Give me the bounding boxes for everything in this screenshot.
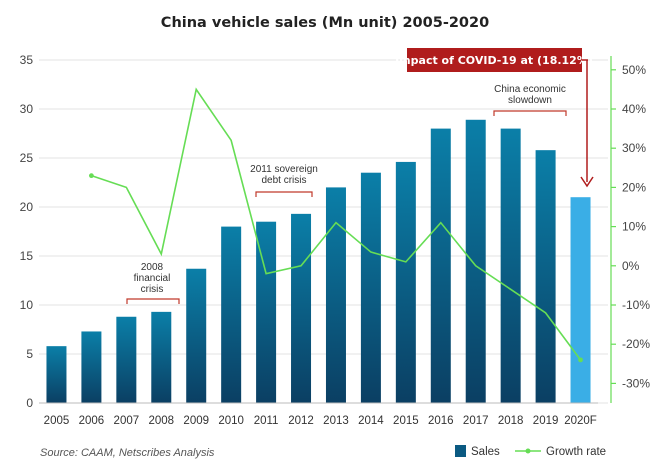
covid-box — [407, 48, 582, 72]
right-axis: 50% 40% 30% 20% 10% 0% -10% -20% -30% — [610, 56, 650, 403]
annotation-2011-bracket — [255, 191, 313, 197]
x-tick-label: 2009 — [183, 415, 209, 427]
x-tick-label: 2014 — [358, 415, 384, 427]
annotation-slowdown-line2: slowdown — [508, 95, 552, 106]
sales-bar-2005 — [46, 346, 67, 403]
sales-bar-2012 — [291, 213, 312, 403]
sales-bar-2020f — [570, 197, 591, 403]
right-tick-label: 20% — [622, 180, 646, 194]
covid-text: Impact of COVID-19 at (18.12%) — [395, 54, 593, 67]
annotation-2008-line1: 2008 — [141, 262, 164, 273]
sales-bar-2011 — [256, 221, 277, 403]
annotation-2011-crisis: 2011 sovereign debt crisis — [250, 164, 318, 197]
right-tick-label: -20% — [622, 337, 650, 351]
left-tick-label: 20 — [20, 200, 34, 214]
sales-bar-2013 — [325, 187, 346, 403]
x-tick-label: 2020F — [564, 415, 597, 427]
right-tick-label: -30% — [622, 376, 650, 390]
sales-bar-2017 — [465, 119, 486, 403]
right-tick-label: 40% — [622, 102, 646, 116]
growth-rate-line — [91, 87, 582, 361]
growth-marker-start — [89, 173, 94, 179]
x-tick-label: 2006 — [79, 415, 105, 427]
legend: Sales Growth rate — [455, 445, 606, 458]
legend-growth-label: Growth rate — [546, 446, 606, 458]
sales-bar-2014 — [360, 172, 381, 403]
covid-arrow-head — [580, 176, 594, 188]
annotation-2008-crisis: 2008 financial crisis — [126, 262, 180, 304]
annotation-2008-line3: crisis — [141, 284, 164, 295]
sales-bar-2010 — [221, 226, 242, 403]
right-tick-label: 0% — [622, 259, 640, 273]
left-tick-label: 30 — [20, 102, 34, 116]
annotation-covid: Impact of COVID-19 at (18.12%) — [395, 48, 594, 188]
chart-title: China vehicle sales (Mn unit) 2005-2020 — [161, 15, 489, 31]
legend-sales-swatch — [455, 445, 466, 457]
left-tick-label: 15 — [20, 249, 34, 263]
sales-bar-2008 — [151, 311, 172, 403]
x-axis: 2005 2006 2007 2008 2009 2010 2011 2012 2013 2014… — [39, 402, 598, 427]
left-axis: 0 5 10 15 20 25 30 35 — [20, 53, 34, 410]
x-tick-label: 2012 — [288, 415, 314, 427]
left-tick-label: 25 — [20, 151, 34, 165]
annotation-2008-line2: financial — [134, 273, 171, 284]
legend-growth-marker — [525, 448, 531, 454]
annotation-slowdown-bracket — [493, 110, 567, 116]
x-tick-label: 2016 — [428, 415, 454, 427]
x-tick-label: 2015 — [393, 415, 419, 427]
annotation-2008-bracket — [126, 298, 180, 304]
source-note: Source: CAAM, Netscribes Analysis — [40, 447, 215, 459]
sales-bars — [46, 119, 591, 403]
x-tick-label: 2011 — [254, 415, 279, 427]
left-tick-label: 5 — [26, 347, 33, 361]
x-tick-label: 2017 — [463, 415, 489, 427]
annotation-2011-line1: 2011 sovereign — [250, 164, 318, 175]
sales-bar-2018 — [500, 128, 521, 403]
annotation-slowdown: China economic slowdown — [493, 84, 567, 116]
x-tick-label: 2008 — [148, 415, 174, 427]
x-tick-label: 2010 — [218, 415, 244, 427]
sales-bar-2006 — [81, 331, 102, 403]
left-tick-label: 10 — [20, 298, 34, 312]
sales-bar-2015 — [395, 161, 416, 403]
annotation-2011-line2: debt crisis — [261, 175, 306, 186]
x-tick-label: 2019 — [533, 415, 559, 427]
sales-bar-2019 — [535, 150, 556, 403]
right-tick-label: -10% — [622, 298, 650, 312]
x-tick-label: 2018 — [498, 415, 524, 427]
growth-line — [89, 87, 583, 363]
annotation-slowdown-line1: China economic — [494, 84, 566, 95]
growth-marker-end — [578, 357, 583, 363]
sales-bar-2007 — [116, 316, 137, 403]
right-tick-label: 30% — [622, 141, 646, 155]
right-tick-label: 10% — [622, 220, 646, 234]
x-tick-label: 2005 — [44, 415, 70, 427]
left-tick-label: 0 — [26, 396, 33, 410]
legend-sales-label: Sales — [471, 446, 500, 458]
left-tick-label: 35 — [20, 53, 34, 67]
x-tick-label: 2007 — [114, 415, 140, 427]
x-tick-label: 2013 — [323, 415, 349, 427]
sales-bar-2016 — [430, 128, 451, 403]
right-tick-label: 50% — [622, 63, 646, 77]
sales-bar-2009 — [186, 268, 207, 403]
